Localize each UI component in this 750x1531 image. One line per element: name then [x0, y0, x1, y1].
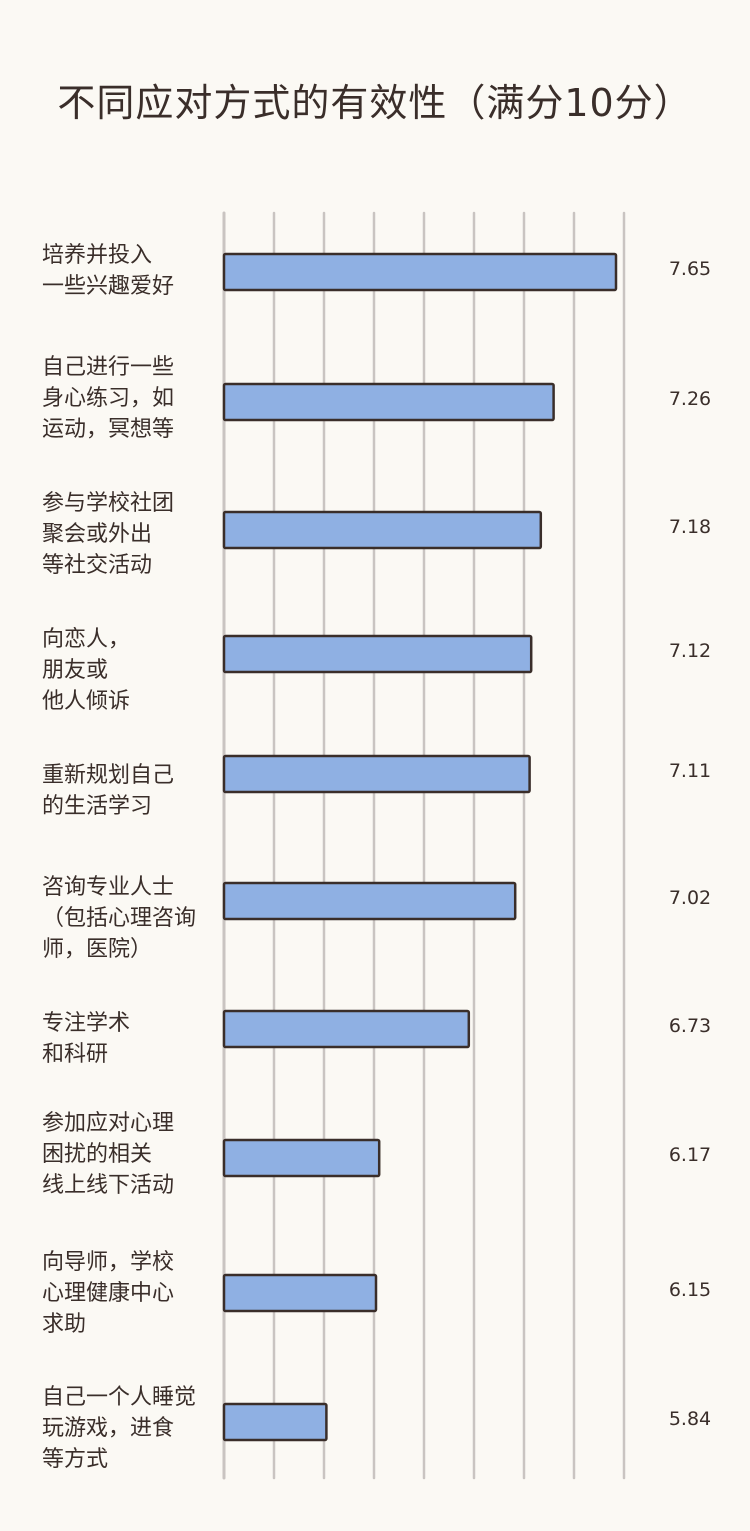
value-label: 6.17 — [668, 1144, 712, 1166]
category-label: 向导师，学校 心理健康中心 求助 — [42, 1250, 175, 1337]
bar — [222, 1009, 471, 1049]
category-label: 自己进行一些 身心练习，如 运动，冥想等 — [42, 355, 175, 442]
bars — [222, 252, 618, 1442]
category-label: 参加应对心理 困扰的相关 线上线下活动 — [42, 1111, 175, 1198]
value-label: 7.02 — [668, 887, 712, 909]
category-label: 向恋人， 朋友或 他人倾诉 — [42, 627, 131, 714]
category-label: 重新规划自己 的生活学习 — [42, 763, 175, 819]
category-label: 咨询专业人士 （包括心理咨询 师，医院） — [42, 875, 197, 962]
bar — [222, 510, 543, 550]
bar — [222, 634, 533, 674]
category-label: 培养并投入 一些兴趣爱好 — [42, 243, 175, 299]
value-label: 7.26 — [668, 388, 712, 410]
value-label: 7.12 — [668, 640, 712, 662]
value-label: 7.18 — [668, 516, 712, 538]
value-label: 5.84 — [668, 1408, 712, 1430]
value-label: 6.73 — [668, 1015, 712, 1037]
category-label: 自己一个人睡觉 玩游戏，进食 等方式 — [42, 1385, 197, 1472]
bar — [222, 754, 531, 794]
value-label: 7.11 — [668, 760, 712, 782]
gridlines — [222, 211, 626, 1480]
value-label: 7.65 — [668, 258, 712, 280]
bar — [222, 881, 517, 921]
bar — [222, 1273, 378, 1313]
value-label: 6.15 — [668, 1279, 712, 1301]
bar — [222, 252, 618, 292]
chart-title: 不同应对方式的有效性（满分10分） — [57, 81, 693, 125]
bar — [222, 1402, 328, 1442]
bar — [222, 382, 555, 422]
category-label: 参与学校社团 聚会或外出 等社交活动 — [42, 491, 175, 578]
category-label: 专注学术 和科研 — [42, 1011, 131, 1067]
bar — [222, 1138, 381, 1178]
